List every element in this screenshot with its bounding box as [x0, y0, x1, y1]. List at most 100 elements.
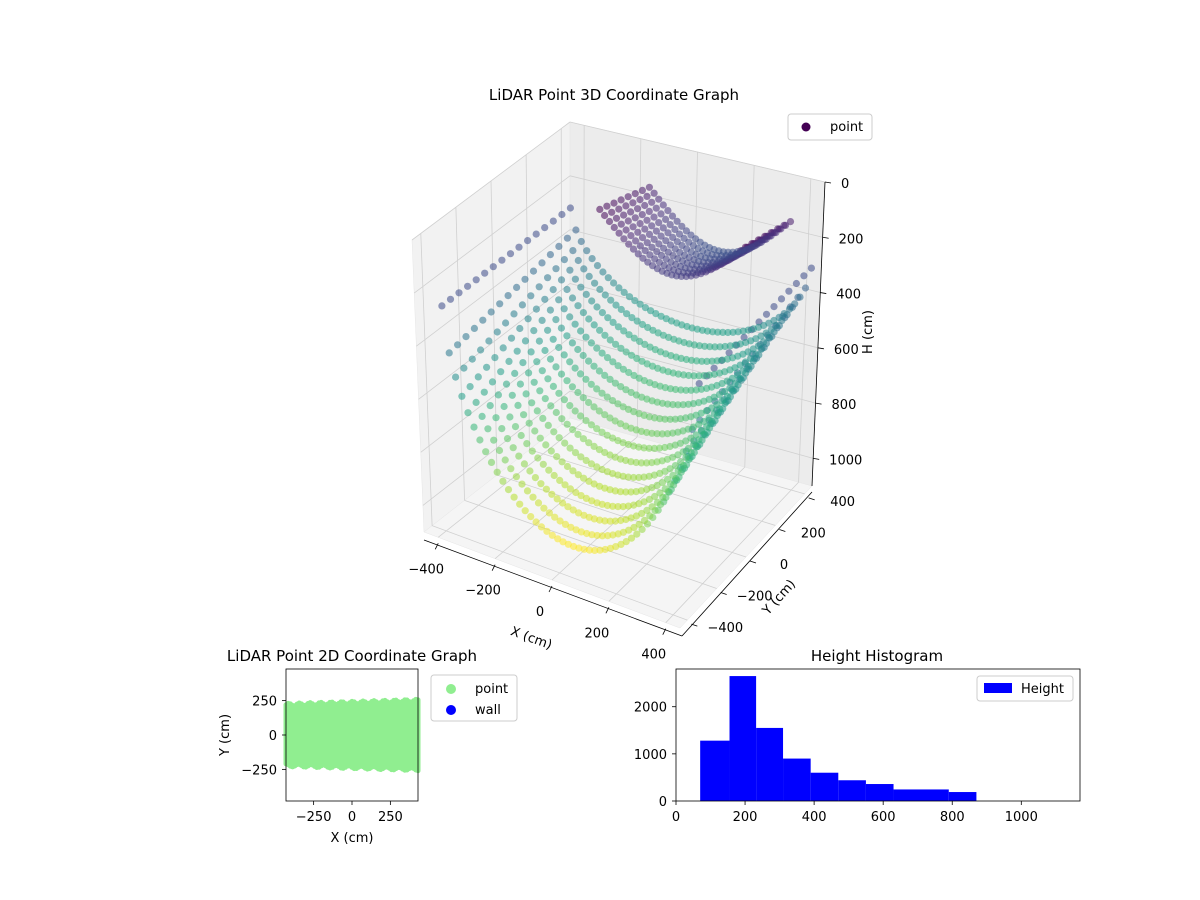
point-3d: [762, 310, 771, 318]
point-3d: [770, 303, 778, 311]
point-3d: [700, 372, 708, 380]
point-3d: [563, 377, 571, 385]
y-tick-3d: [779, 529, 786, 532]
point-3d: [671, 462, 680, 470]
y-tick-label-3d: −400: [707, 621, 743, 636]
point-3d: [554, 535, 562, 543]
point-3d: [684, 444, 693, 452]
z-tick-3d: [824, 181, 832, 184]
point-3d: [553, 495, 561, 503]
point-3d: [522, 390, 530, 398]
point-3d: [518, 480, 526, 488]
point-3d: [608, 208, 616, 216]
point-3d: [525, 419, 533, 427]
legend-wall-label-2d: wall: [475, 703, 501, 718]
histogram-bar: [865, 784, 894, 801]
point-3d: [484, 425, 492, 433]
point-3d: [572, 226, 580, 234]
point-3d: [801, 284, 810, 292]
x-tick-label-2d: 0: [348, 810, 356, 825]
point-3d: [585, 477, 593, 485]
point-3d: [611, 379, 620, 387]
x-axis-label-2d: X (cm): [331, 831, 374, 846]
histogram-bar: [756, 727, 784, 801]
point-3d: [541, 346, 549, 355]
point-3d: [777, 295, 786, 303]
point-3d: [593, 385, 601, 393]
point-3d: [563, 462, 572, 471]
point-3d: [523, 487, 532, 495]
point-3d: [455, 289, 463, 297]
point-3d: [511, 423, 520, 431]
grid-line-back-h: [569, 336, 816, 404]
point-3d: [566, 358, 574, 366]
point-3d: [646, 512, 654, 520]
point-3d: [631, 214, 639, 222]
point-3d: [509, 444, 517, 452]
point-3d: [549, 286, 557, 294]
point-3d: [609, 397, 617, 405]
point-3d: [593, 303, 601, 311]
point-3d: [640, 411, 648, 419]
point-3d: [690, 372, 698, 380]
histogram-bar: [783, 758, 811, 801]
point-3d: [617, 516, 625, 525]
point-3d: [607, 296, 615, 304]
point-3d: [637, 459, 646, 467]
point-3d: [664, 368, 672, 376]
point-3d: [675, 230, 684, 238]
point-3d: [632, 237, 640, 245]
point-3d: [664, 207, 672, 215]
point-3d: [625, 293, 634, 301]
point-3d: [510, 310, 518, 318]
x-tick-3d: [548, 585, 553, 593]
point-3d: [585, 272, 593, 280]
point-3d: [552, 408, 560, 417]
point-3d: [472, 398, 480, 406]
point-3d: [596, 285, 604, 293]
point-3d: [662, 237, 670, 245]
point-3d: [524, 315, 532, 323]
point-3d: [610, 199, 618, 207]
point-3d: [539, 460, 547, 468]
point-3d: [533, 358, 541, 366]
point-3d: [470, 423, 478, 431]
point-3d: [617, 383, 625, 391]
z-tick-label-3d: 0: [841, 177, 849, 192]
point-3d: [547, 447, 555, 455]
point-3d: [650, 444, 659, 452]
point-3d: [596, 546, 604, 554]
point-3d: [614, 323, 623, 331]
point-3d: [585, 513, 593, 521]
point-3d: [605, 217, 614, 226]
point-3d: [715, 247, 723, 255]
point-3d: [488, 378, 497, 386]
point-3d: [636, 337, 644, 345]
point-3d: [541, 295, 549, 303]
point-3d: [572, 488, 580, 497]
point-3d: [555, 434, 563, 442]
y-tick-label-3d: 400: [830, 495, 855, 510]
point-3d: [574, 388, 582, 397]
y-tick-label-hist: 2000: [634, 701, 667, 716]
legend-histogram: Height: [976, 675, 1074, 702]
point-3d: [582, 290, 590, 298]
point-3d: [526, 467, 534, 475]
point-3d: [587, 339, 596, 347]
point-3d: [609, 470, 617, 478]
point-3d: [537, 523, 546, 531]
point-3d: [603, 431, 611, 439]
x-tick-3d: [491, 564, 496, 571]
point-3d: [528, 447, 536, 455]
histogram-title: Height Histogram: [811, 647, 943, 665]
point-3d: [546, 355, 555, 363]
point-3d: [596, 326, 604, 334]
point-3d: [558, 415, 566, 423]
point-3d: [648, 459, 656, 467]
point-3d: [496, 300, 504, 308]
point-3d: [482, 448, 490, 456]
y-tick-3d: [808, 497, 815, 501]
point-3d: [627, 351, 636, 359]
grid-line-back-wall: [744, 165, 755, 468]
point-3d: [585, 439, 593, 447]
